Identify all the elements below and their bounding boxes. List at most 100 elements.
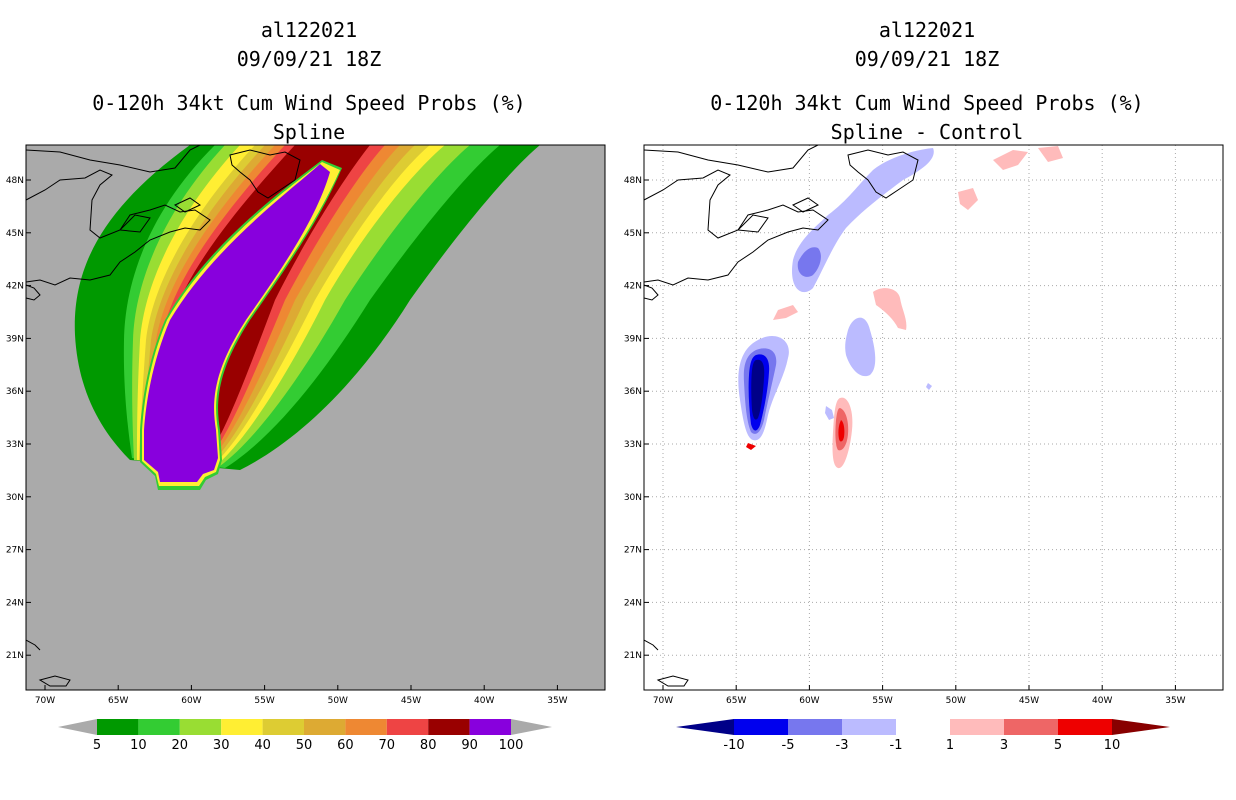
cbar-high-arrow [1112,719,1170,735]
lat-label: 30N [6,493,24,503]
storm-id: al122021 [260,18,358,42]
lat-label: 30N [624,493,642,503]
lon-label: 55W [872,696,892,706]
cbar-label: 90 [461,738,478,753]
cbar-swatch [950,719,1004,735]
left-map: 48N 45N 42N 39N 36N 33N 30N 27N 24N 21N 70W 65W 60W… [6,144,606,753]
lat-label: 36N [624,387,642,397]
cbar-swatch [842,719,896,735]
lon-label: 60W [799,696,819,706]
cbar-low-arrow [676,719,734,735]
cbar-swatch [734,719,788,735]
lat-label: 33N [6,440,24,450]
map-frame [25,144,606,691]
cbar-swatch [304,719,346,735]
cbar-swatch [1004,719,1058,735]
lat-axis: 48N 45N 42N 39N 36N 33N 30N 27N 24N 21N [624,176,649,661]
lon-label: 35W [547,696,567,706]
lon-axis: 70W 65W 60W 55W 50W 45W 40W 35W [35,685,568,706]
left-panel: al122021 09/09/21 18Z 0-120h 34kt Cum Wi… [6,18,606,753]
lat-label: 21N [624,651,642,661]
cbar-swatch [179,719,222,735]
cbar-label: -5 [782,738,795,753]
datetime: 09/09/21 18Z [854,47,1000,71]
panel-subtitle: Spline [272,120,346,144]
lon-label: 50W [328,696,348,706]
lat-label: 39N [624,334,642,344]
lat-label: 48N [624,176,642,186]
right-panel: al122021 09/09/21 18Z 0-120h 34kt Cum Wi… [618,0,1236,800]
lat-axis: 48N 45N 42N 39N 36N 33N 30N 27N 24N 21N [6,176,31,661]
pos-region-8 [993,150,1028,170]
neg-region-5 [845,317,876,377]
cbar-label: 20 [172,738,189,753]
cbar-label: -3 [836,738,849,753]
lat-label: 27N [624,546,642,556]
pos-region-3 [838,420,845,442]
coastline [644,145,919,687]
gridlines [644,145,1223,690]
probability-swath [74,145,541,490]
cbar-label: -1 [890,738,903,753]
lon-label: 35W [1165,696,1185,706]
lon-label: 65W [726,696,746,706]
cbar-label: 5 [1054,738,1062,753]
map-frame [643,144,1224,691]
panel-subtitle: Spline - Control [830,120,1024,144]
cbar-swatch [138,719,180,735]
lon-label: 70W [35,696,55,706]
lat-label: 33N [624,440,642,450]
lon-label: 40W [474,696,494,706]
lat-label: 42N [6,282,24,292]
lat-label: 45N [624,229,642,239]
lon-label: 50W [946,696,966,706]
cbar-swatch [262,719,304,735]
lon-label: 60W [181,696,201,706]
cbar-high-arrow [511,719,552,735]
cbar-label: 70 [379,738,396,753]
lon-label: 45W [401,696,421,706]
cbar-label: 5 [93,738,101,753]
datetime: 09/09/21 18Z [236,47,382,71]
right-map: 48N 45N 42N 39N 36N 33N 30N 27N 24N 21N 70W 65W 60W… [624,144,1224,753]
lon-axis: 70W 65W 60W 55W 50W 45W 40W 35W [653,685,1186,706]
lon-label: 45W [1019,696,1039,706]
pos-region-9 [1038,146,1063,162]
cbar-label: 1 [946,738,954,753]
neg-track-inner [797,247,821,277]
lon-label: 55W [254,696,274,706]
cbar-label: 40 [254,738,271,753]
difference-field [738,146,1063,469]
colorbar: -10 -5 -3 -1 1 3 5 10 [676,719,1170,753]
lat-label: 21N [6,651,24,661]
lat-label: 24N [624,598,642,608]
neg-track [792,148,934,293]
pos-region-5 [773,305,798,320]
cbar-label: 60 [337,738,354,753]
cbar-label: 100 [499,738,524,753]
map-background [644,145,1223,690]
neg-region-7 [926,383,932,390]
cbar-swatch [97,719,139,735]
cbar-label: 80 [420,738,437,753]
pos-region-6 [873,288,907,330]
lat-label: 36N [6,387,24,397]
neg-region-4 [751,359,765,420]
colorbar: 5 10 20 30 40 50 60 70 80 90 100 [58,719,552,753]
cbar-label: -10 [723,738,744,753]
cbar-swatch [386,719,429,735]
cbar-label: 10 [1104,738,1121,753]
cbar-swatch [896,719,950,735]
cbar-swatch [221,719,263,735]
cbar-low-arrow [58,719,97,735]
lon-label: 70W [653,696,673,706]
lat-label: 39N [6,334,24,344]
cbar-swatch [1058,719,1112,735]
pos-region-4 [746,443,756,450]
product-title: 0-120h 34kt Cum Wind Speed Probs (%) [92,91,526,115]
lat-label: 27N [6,546,24,556]
product-title: 0-120h 34kt Cum Wind Speed Probs (%) [710,91,1144,115]
cbar-swatch [428,719,470,735]
neg-region-6 [825,406,834,420]
cbar-label: 3 [1000,738,1008,753]
